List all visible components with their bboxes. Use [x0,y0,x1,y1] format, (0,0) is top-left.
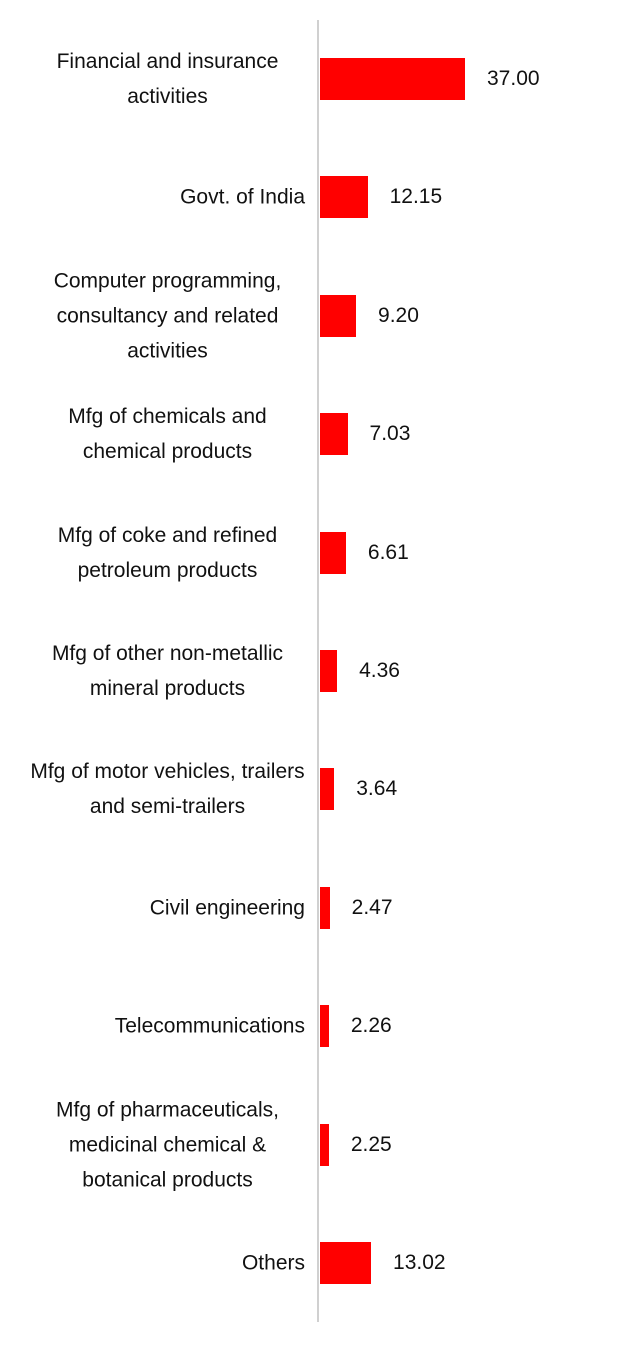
value-label: 6.61 [367,540,409,564]
bar [320,1005,329,1048]
bar [320,1242,372,1284]
category-label-box: Telecommunications [15,1009,305,1044]
category-label-box: Mfg of other non-metallic mineral produc… [15,636,305,706]
category-label: Mfg of chemicals and chemical products [68,405,267,464]
bar [320,886,330,929]
bar [320,294,357,337]
category-label-box: Computer programming, consultancy and re… [15,263,305,368]
value-label: 37.00 [487,67,540,90]
bar [320,650,338,692]
category-label-box: Govt. of India [15,180,305,215]
value-label: 2.47 [351,895,393,919]
category-label: Govt. of India [180,185,305,209]
value-label: 12.15 [389,185,443,209]
category-label-box: Mfg of coke and refined petroleum produc… [15,518,305,588]
category-label: Mfg of coke and refined petroleum produc… [57,523,278,582]
bar [320,768,335,811]
category-label-box: Civil engineering [15,890,305,925]
category-label-box: Financial and insurance activities [15,44,305,114]
category-label: Mfg of pharmaceuticals, medicinal chemic… [56,1098,279,1192]
category-label: Mfg of other non-metallic mineral produc… [51,642,284,700]
category-label-box: Others [15,1246,305,1281]
bar [320,531,346,574]
value-label: 13.02 [393,1251,446,1274]
value-label: 2.26 [350,1014,392,1038]
category-label: Computer programming, consultancy and re… [53,269,282,363]
bar [320,58,465,100]
category-label: Mfg of motor vehicles, trailers and semi… [30,760,305,819]
category-label: Telecommunications [114,1014,305,1038]
value-label: 9.20 [378,303,419,327]
value-label: 4.36 [359,659,400,682]
category-label-box: Mfg of chemicals and chemical products [15,399,305,469]
value-label: 7.03 [369,422,411,446]
category-label: Others [241,1251,305,1275]
bar [320,176,368,219]
category-label-box: Mfg of motor vehicles, trailers and semi… [15,754,305,824]
bar [320,1123,329,1166]
value-label: 3.64 [356,777,398,801]
bar [320,413,348,456]
category-label: Financial and insurance activities [56,50,279,108]
category-label: Civil engineering [149,896,305,920]
category-label-box: Mfg of pharmaceuticals, medicinal chemic… [15,1092,305,1197]
value-label: 2.25 [350,1132,392,1156]
axis-line [317,20,319,1322]
